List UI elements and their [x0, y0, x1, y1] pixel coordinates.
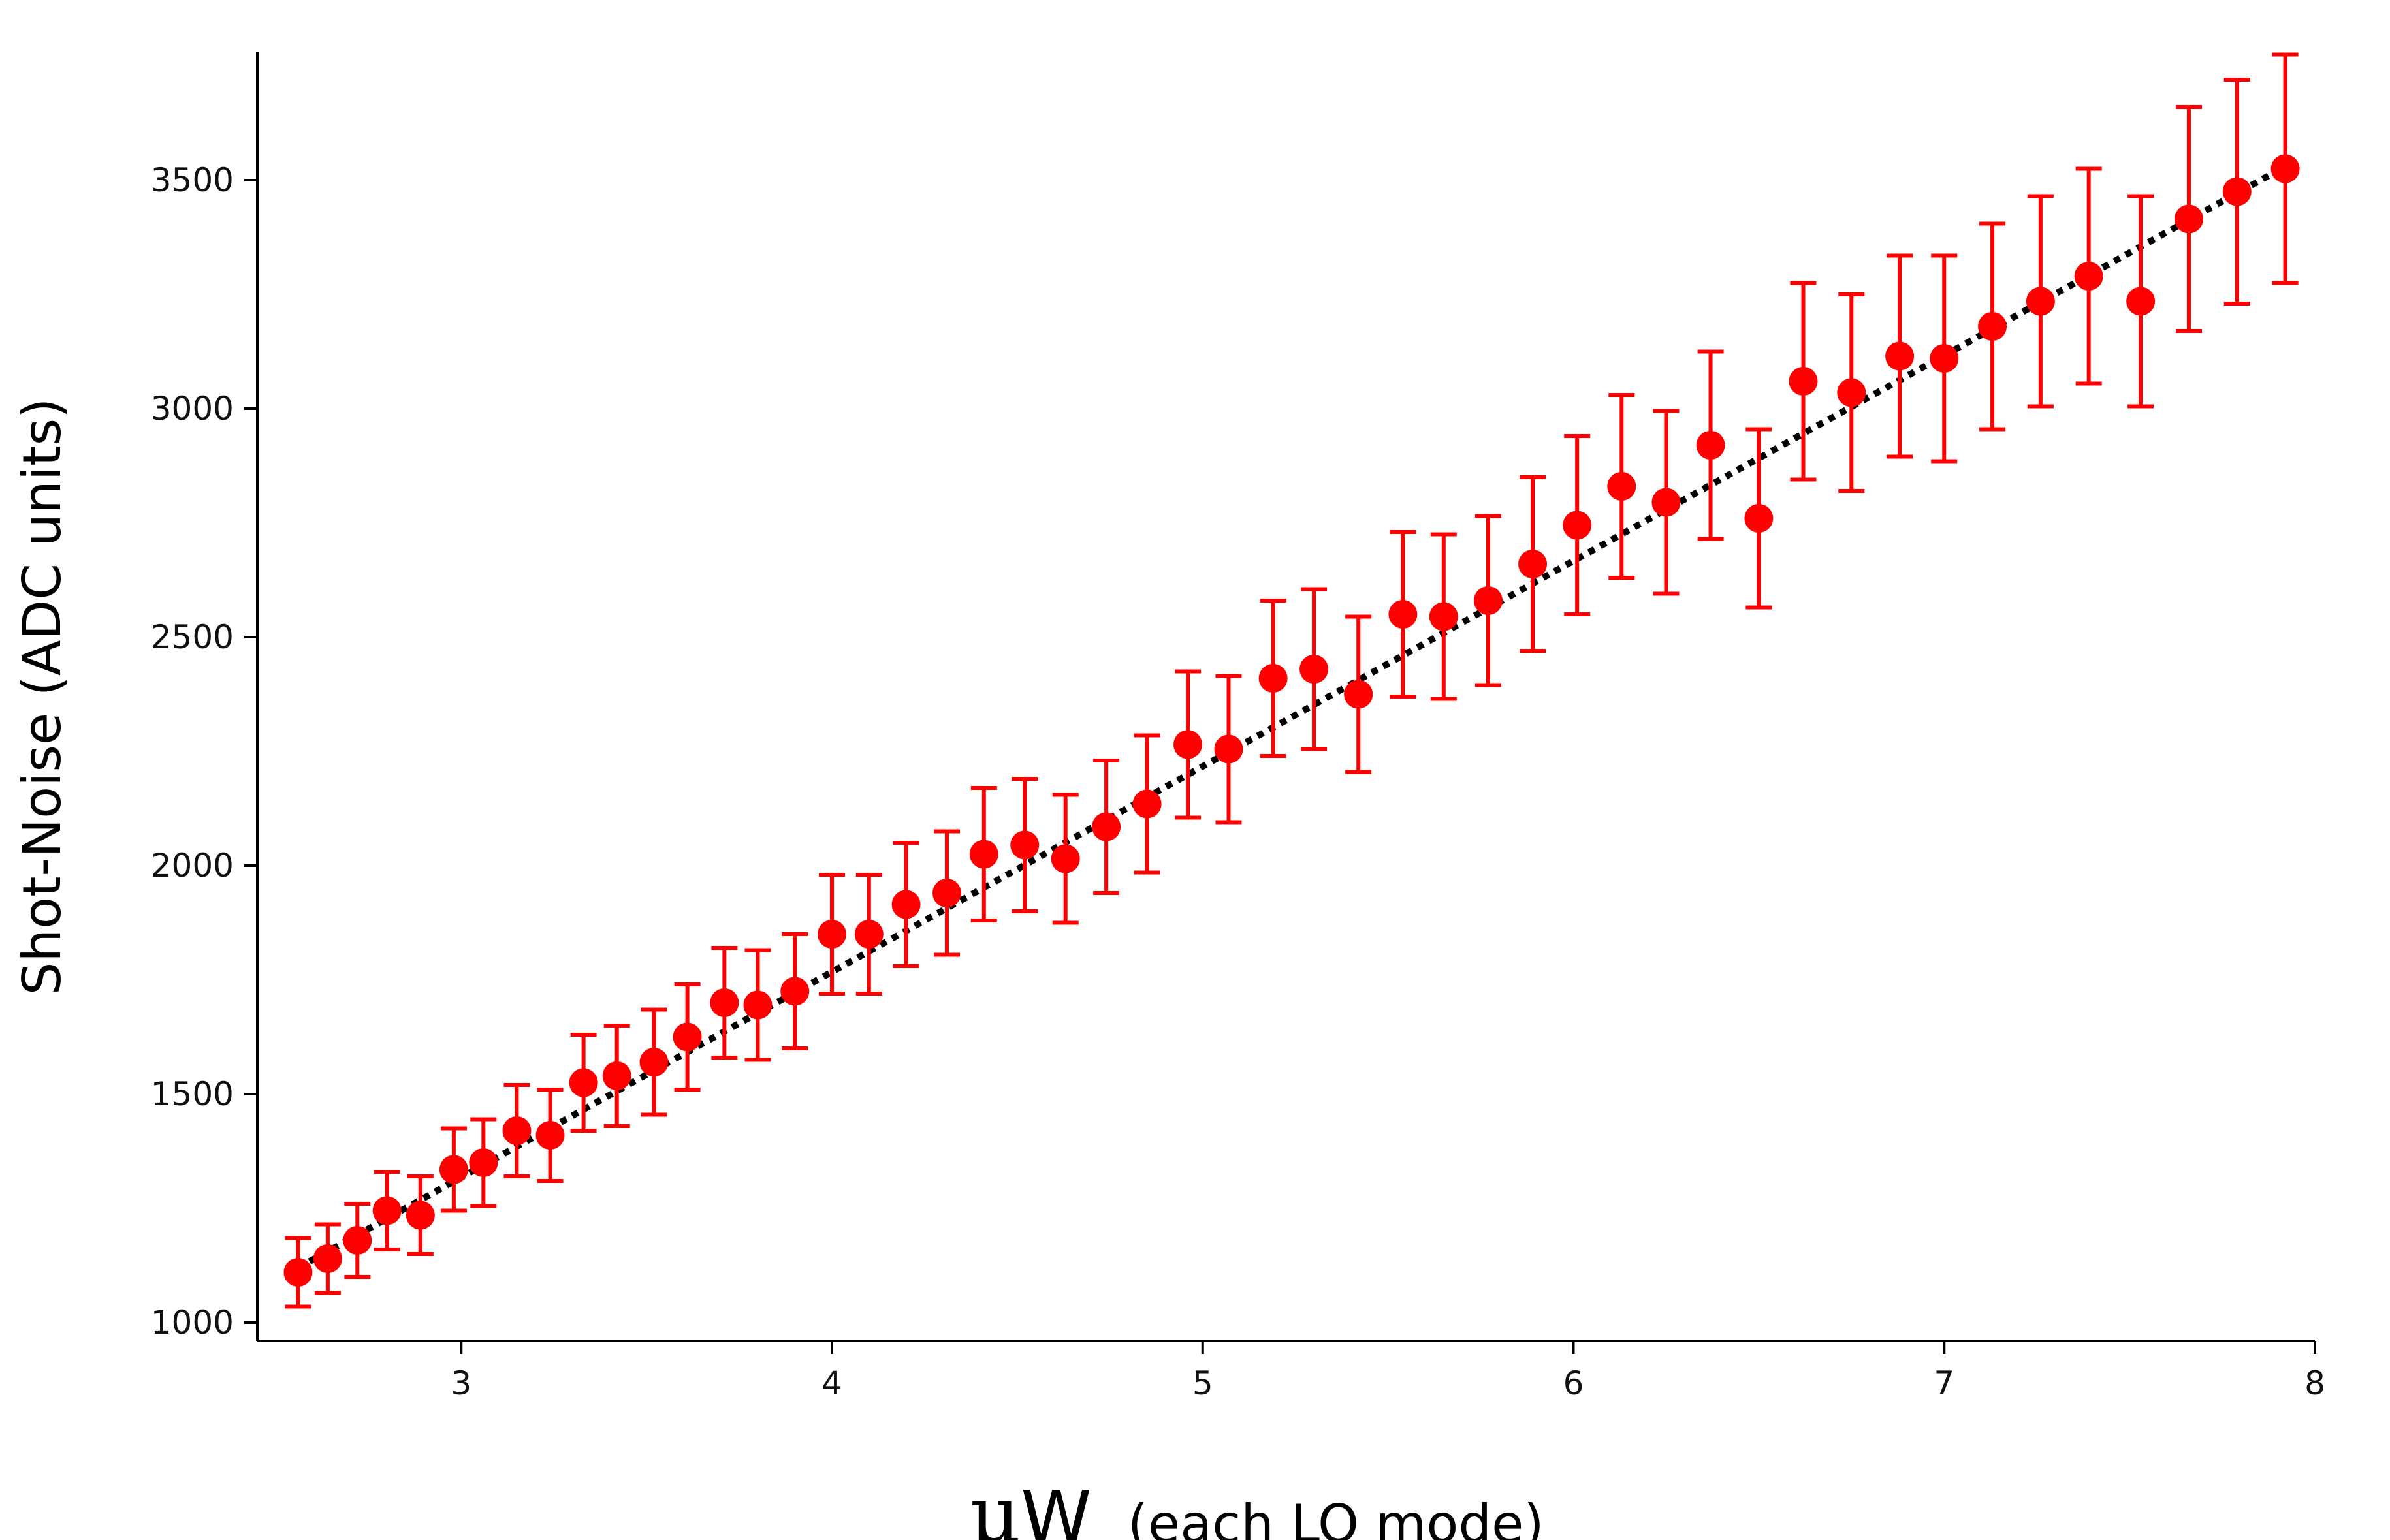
- data-point: [1837, 378, 1866, 407]
- data-point: [469, 1148, 498, 1177]
- x-tick-label: 7: [1934, 1364, 1954, 1402]
- data-point: [1344, 680, 1373, 709]
- y-tick-label: 2000: [151, 847, 234, 885]
- data-point: [439, 1155, 468, 1184]
- y-axis-label: Shot-Noise (ADC units): [12, 398, 72, 996]
- data-point: [1744, 504, 1774, 533]
- y-tick-label: 3000: [151, 390, 234, 428]
- data-point: [1473, 586, 1503, 615]
- point-layer: [283, 154, 2300, 1287]
- data-point: [969, 840, 998, 869]
- data-point: [780, 977, 810, 1006]
- data-point: [2074, 262, 2103, 291]
- x-ticks: 3 4 5 6 7 8: [451, 1341, 2325, 1402]
- y-tick-label: 1000: [151, 1304, 234, 1342]
- x-axis-label-note: (each LO mode): [1128, 1494, 1544, 1540]
- y-tick-label: 1500: [151, 1075, 234, 1113]
- x-axis-label-mu: μ: [970, 1470, 1021, 1540]
- axes: 1000 1500 2000 2500 3000 3500 3 4 5 6 7 8: [151, 52, 2325, 1402]
- data-point: [1789, 367, 1818, 396]
- data-point: [1563, 511, 1592, 540]
- data-point: [343, 1226, 372, 1255]
- data-point: [1696, 431, 1725, 460]
- data-point: [406, 1201, 435, 1230]
- x-tick-label: 3: [451, 1364, 471, 1402]
- x-tick-label: 5: [1192, 1364, 1213, 1402]
- data-point: [818, 920, 847, 949]
- data-point: [2270, 154, 2300, 183]
- data-point: [313, 1244, 342, 1273]
- y-tick-label: 3500: [151, 161, 234, 199]
- data-point: [1173, 730, 1203, 759]
- data-point: [1607, 472, 1636, 501]
- x-tick-label: 4: [821, 1364, 842, 1402]
- data-point: [1388, 600, 1418, 629]
- data-point: [673, 1022, 702, 1052]
- data-point: [1978, 312, 2007, 341]
- data-point: [891, 890, 921, 919]
- data-point: [1132, 789, 1162, 819]
- data-point: [1651, 488, 1681, 517]
- data-point: [710, 988, 739, 1017]
- data-point: [1010, 830, 1040, 860]
- y-tick-label: 2500: [151, 618, 234, 656]
- data-point: [569, 1068, 598, 1097]
- data-point: [372, 1196, 402, 1225]
- x-tick-label: 6: [1563, 1364, 1584, 1402]
- data-point: [502, 1116, 532, 1145]
- data-point: [1214, 734, 1243, 764]
- data-point: [639, 1048, 669, 1076]
- data-point: [2174, 204, 2203, 234]
- data-point: [535, 1121, 565, 1150]
- y-ticks: 1000 1500 2000 2500 3000 3500: [151, 161, 257, 1342]
- errorbar-layer: [285, 52, 2299, 1309]
- x-tick-label: 8: [2304, 1364, 2325, 1402]
- data-point: [854, 920, 884, 949]
- data-point: [1885, 341, 1915, 371]
- data-point: [1518, 550, 1548, 578]
- x-axis-label: μW (each LO mode): [970, 1470, 1544, 1540]
- data-point: [743, 990, 773, 1020]
- data-point: [2026, 287, 2055, 316]
- data-point: [932, 879, 962, 907]
- data-point: [602, 1061, 631, 1090]
- x-axis-label-unit: W: [1021, 1475, 1092, 1540]
- data-point: [1092, 812, 1121, 841]
- data-point: [2222, 177, 2252, 206]
- data-point: [1051, 844, 1080, 873]
- data-point: [1299, 655, 1329, 684]
- data-point: [2126, 287, 2156, 316]
- data-point: [283, 1258, 313, 1287]
- data-point: [1429, 602, 1458, 631]
- data-point: [1930, 344, 1959, 373]
- data-point: [1258, 664, 1288, 693]
